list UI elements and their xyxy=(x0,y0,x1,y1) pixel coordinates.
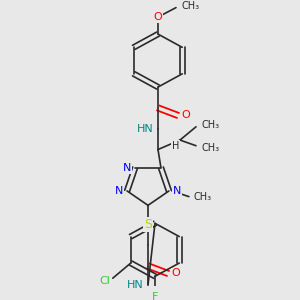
Text: CH₃: CH₃ xyxy=(201,120,219,130)
Text: Cl: Cl xyxy=(99,276,110,286)
Text: N: N xyxy=(115,186,123,196)
Text: S: S xyxy=(144,218,152,231)
Text: O: O xyxy=(154,12,162,22)
Text: H: H xyxy=(172,141,179,151)
Text: CH₃: CH₃ xyxy=(194,192,212,202)
Text: N: N xyxy=(173,186,181,196)
Text: CH₃: CH₃ xyxy=(201,142,219,153)
Text: HN: HN xyxy=(127,280,144,290)
Text: N: N xyxy=(123,163,131,173)
Text: O: O xyxy=(182,110,190,121)
Text: F: F xyxy=(152,292,158,300)
Text: CH₃: CH₃ xyxy=(182,1,200,11)
Text: HN: HN xyxy=(137,124,154,134)
Text: O: O xyxy=(172,268,180,278)
